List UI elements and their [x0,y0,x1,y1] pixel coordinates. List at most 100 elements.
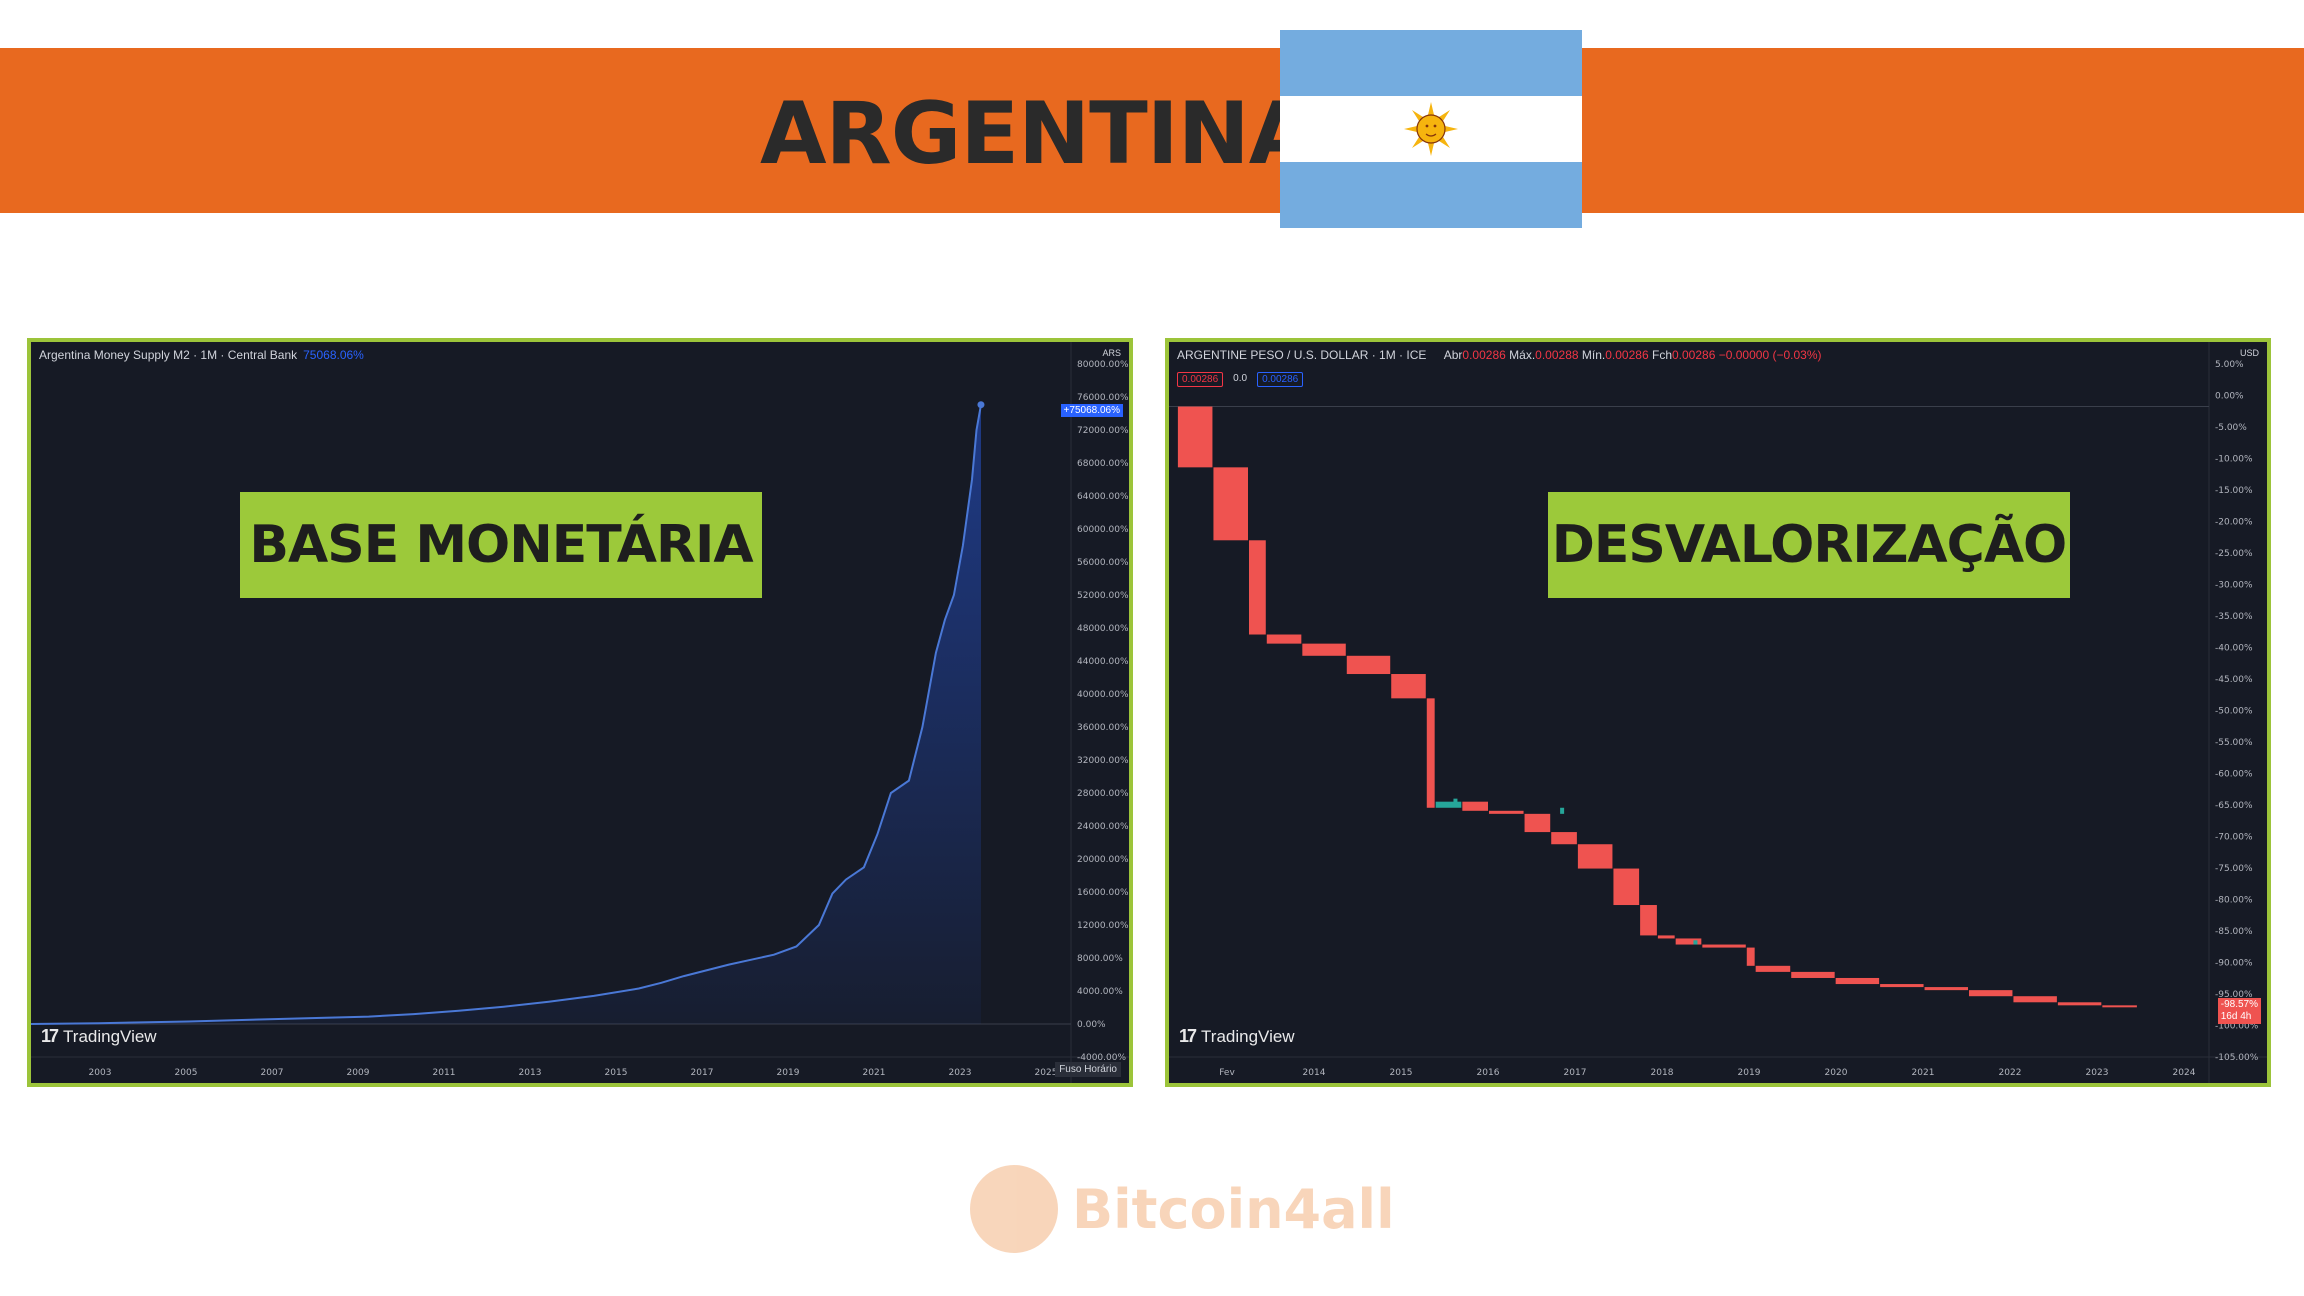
y-tick-label: -40.00% [2215,644,2253,654]
y-tick-label: 4000.00% [1077,987,1123,997]
argentina-flag-icon [1280,30,1582,228]
price-candle [1791,971,1835,978]
x-tick-label: 2023 [2086,1068,2109,1078]
y-tick-label: -20.00% [2215,518,2253,528]
x-tick-label: 2003 [89,1068,112,1078]
x-tick-label: 2015 [605,1068,628,1078]
y-tick-label: -55.00% [2215,738,2253,748]
price-candle [1675,938,1702,945]
desvalorizacao-label: DESVALORIZAÇÃO [1548,492,2070,598]
price-candle [1346,655,1391,675]
y-tick-label: 76000.00% [1077,393,1129,403]
x-tick-label: 2018 [1651,1068,1674,1078]
x-tick-label: 2020 [1825,1068,1848,1078]
x-tick-label: 2014 [1303,1068,1326,1078]
price-candle [1266,634,1302,644]
tradingview-icon: 17 [41,1026,59,1046]
ohlc-close-label: Fch [1651,348,1672,362]
price-candle [1702,944,1746,948]
price-boxes: 0.00286 0.0 0.00286 [1177,372,1304,387]
sell-price-box[interactable]: 0.00286 [1177,372,1224,387]
x-tick-label: 2019 [1738,1068,1761,1078]
last-value-text: -98.57% [2220,999,2258,1010]
y-tick-label: -60.00% [2215,770,2253,780]
y-tick-label: 36000.00% [1077,723,1129,733]
ohlc-open-label: Abr [1443,348,1463,362]
x-tick-label: Fev [1219,1068,1235,1078]
chart-title: Argentina Money Supply M2 · 1M · Central… [39,348,298,362]
y-tick-label: -50.00% [2215,707,2253,717]
x-tick-label: 2016 [1477,1068,1500,1078]
price-candle [1453,798,1458,805]
price-candle [1924,987,1968,991]
y-tick-label: 5.00% [2215,360,2244,370]
header-banner [0,48,2304,213]
currency-badge[interactable]: ARS [1102,348,1121,358]
y-tick-label: -15.00% [2215,486,2253,496]
spread-box: 0.0 [1233,373,1248,384]
x-tick-label: 2024 [2173,1068,2196,1078]
buy-price-box[interactable]: 0.00286 [1257,372,1304,387]
y-tick-label: 0.00% [2215,392,2244,402]
y-tick-label: -100.00% [2215,1022,2259,1032]
base-monetaria-label: BASE MONETÁRIA [240,492,762,598]
ohlc-change: −0.00000 (−0.03%) [1718,348,1822,362]
y-tick-label: -80.00% [2215,896,2253,906]
x-tick-label: 2017 [1564,1068,1587,1078]
price-candle [1835,977,1880,985]
watermark-text: Bitcoin4all [1072,1177,1395,1241]
tradingview-logo[interactable]: 17 TradingView [1179,1026,1295,1047]
y-tick-label: 60000.00% [1077,525,1129,535]
x-tick-label: 2017 [691,1068,714,1078]
chart-title: ARGENTINE PESO / U.S. DOLLAR · 1M · ICE [1177,348,1427,362]
last-value-tag: -98.57% 16d 4h [2217,998,2261,1024]
peso-usd-chart: 5.00% 0.00% -5.00% -10.00% -15.00% -20.00% -25… [1169,342,2267,1083]
price-candle [1755,965,1791,972]
tradingview-logo[interactable]: 17 TradingView [41,1026,157,1047]
x-tick-label: 2007 [261,1068,284,1078]
y-tick-label: 68000.00% [1077,459,1129,469]
y-tick-label: 20000.00% [1077,855,1129,865]
timezone-button[interactable]: Fuso Horário [1055,1062,1121,1077]
y-tick-label: -4000.00% [1077,1053,1126,1063]
chart-header: ARGENTINE PESO / U.S. DOLLAR · 1M · ICE … [1177,348,1821,362]
price-candle [1693,940,1698,945]
price-candle [1880,984,1924,988]
price-candle [1249,540,1266,635]
x-tick-label: 2022 [1999,1068,2022,1078]
price-candle [1435,801,1462,808]
m2-last-point [977,401,985,409]
y-tick-label: -70.00% [2215,833,2253,843]
currency-badge[interactable]: USD [2239,348,2259,358]
price-candle [1746,947,1755,966]
x-tick-label: 2009 [347,1068,370,1078]
ohlc-close: 0.00286 [1672,348,1716,362]
y-tick-label: 8000.00% [1077,954,1123,964]
y-tick-label: 16000.00% [1077,888,1129,898]
last-value-tag: +75068.06% [1060,404,1123,417]
ohlc-high-label: Máx. [1509,348,1536,362]
price-candle [2013,996,2057,1003]
bitcoin4all-logo-icon [970,1165,1058,1253]
y-tick-label: 40000.00% [1077,690,1129,700]
y-tick-label: -45.00% [2215,675,2253,685]
y-tick-label: -30.00% [2215,581,2253,591]
ohlc-high: 0.00288 [1535,348,1579,362]
y-tick-label: 24000.00% [1077,822,1129,832]
price-candle [2102,1005,2137,1008]
price-candle [1640,905,1657,936]
y-tick-label: -65.00% [2215,801,2253,811]
x-tick-label: 2011 [433,1068,456,1078]
ohlc-low: 0.00286 [1605,348,1649,362]
y-tick-label: -25.00% [2215,549,2253,559]
price-candle [1560,807,1565,814]
x-tick-label: 2015 [1390,1068,1413,1078]
page-title: ARGENTINA [760,84,1315,184]
y-tick-label: 52000.00% [1077,591,1129,601]
price-candle [1969,990,2013,997]
price-candle [1302,643,1346,656]
money-supply-chart: 80000.00% 76000.00% 72000.00% 68000.00% 6400… [31,342,1129,1083]
ohlc-values: Abr0.00286 Máx.0.00288 Mín.0.00286 Fch0.… [1444,348,1822,362]
y-tick-label: -75.00% [2215,864,2253,874]
x-tick-label: 2019 [777,1068,800,1078]
